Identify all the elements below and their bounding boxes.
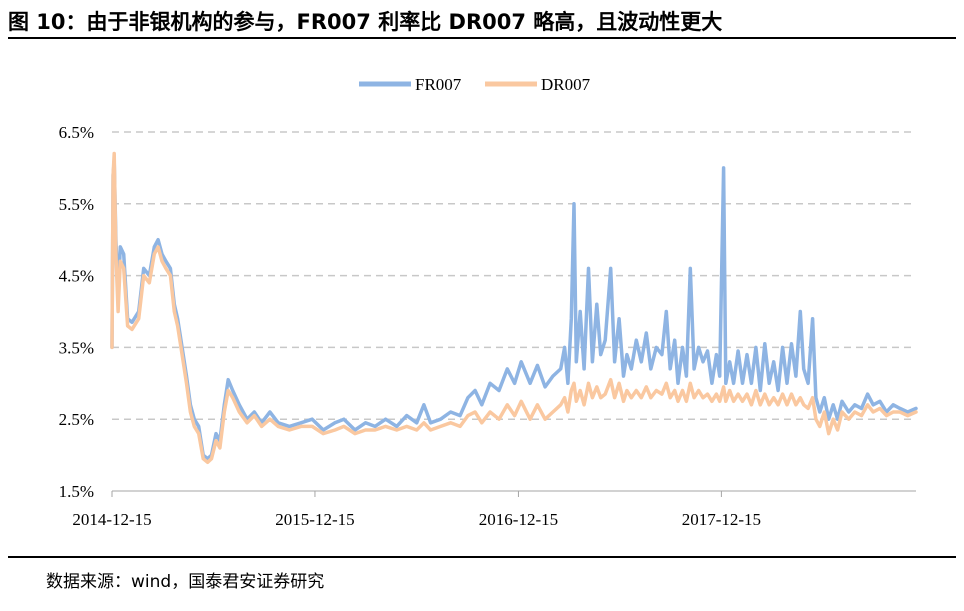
y-axis-ticks: 1.5% 2.5% 3.5% 4.5% 5.5% 6.5% bbox=[59, 123, 94, 501]
legend: FR007 DR007 bbox=[359, 75, 591, 94]
source-rule bbox=[8, 556, 956, 558]
series-line-dr007 bbox=[110, 151, 918, 465]
title-rule bbox=[8, 37, 956, 39]
x-tick-label: 2016-12-15 bbox=[479, 510, 558, 529]
y-tick-label: 5.5% bbox=[59, 195, 94, 214]
y-tick-label: 1.5% bbox=[59, 482, 94, 501]
y-tick-label: 4.5% bbox=[59, 267, 94, 286]
series-line-fr007 bbox=[110, 158, 918, 461]
legend-label-dr007: DR007 bbox=[541, 75, 591, 94]
source-note: 数据来源：wind，国泰君安证券研究 bbox=[46, 572, 325, 592]
y-tick-label: 2.5% bbox=[59, 410, 94, 429]
x-tick-label: 2015-12-15 bbox=[275, 510, 354, 529]
x-axis-ticks: 2014-12-15 2015-12-15 2016-12-15 2017-12-15 bbox=[72, 491, 761, 529]
figure-title: 图 10：由于非银机构的参与，FR007 利率比 DR007 略高，且波动性更大 bbox=[8, 10, 723, 34]
series-lines bbox=[110, 151, 918, 465]
x-tick-label: 2017-12-15 bbox=[682, 510, 761, 529]
legend-label-fr007: FR007 bbox=[415, 75, 462, 94]
y-tick-label: 6.5% bbox=[59, 123, 94, 142]
x-tick-label: 2014-12-15 bbox=[72, 510, 151, 529]
y-tick-label: 3.5% bbox=[59, 338, 94, 357]
